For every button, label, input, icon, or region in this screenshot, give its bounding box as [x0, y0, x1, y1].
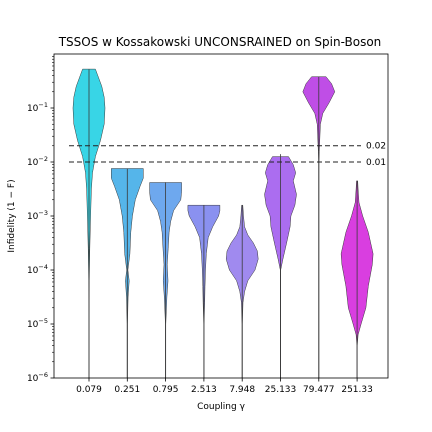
x-tick-label: 2.513: [191, 385, 217, 395]
y-tick-label: 10−5: [27, 317, 48, 330]
x-tick-label: 7.948: [229, 385, 255, 395]
x-tick-label: 79.477: [303, 385, 335, 395]
reference-line-label: 0.01: [366, 158, 386, 168]
x-axis-label: Coupling γ: [197, 402, 245, 412]
x-tick-label: 0.795: [153, 385, 179, 395]
chart-title: TSSOS w Kossakowski UNCONSRAINED on Spin…: [58, 35, 382, 49]
y-tick-label: 10−4: [27, 263, 48, 276]
y-tick-label: 10−1: [27, 101, 48, 114]
x-tick-label: 25.133: [265, 385, 297, 395]
y-tick-label: 10−3: [27, 209, 48, 222]
x-tick-label: 251.33: [341, 385, 373, 395]
y-axis-label: Infidelity (1 − F): [7, 179, 17, 252]
reference-line-label: 0.02: [366, 142, 386, 152]
y-tick-label: 10−2: [27, 155, 48, 168]
plot-area: [69, 68, 374, 379]
x-tick-label: 0.251: [114, 385, 140, 395]
x-tick-label: 0.079: [76, 385, 102, 395]
y-tick-label: 10−6: [27, 371, 48, 384]
